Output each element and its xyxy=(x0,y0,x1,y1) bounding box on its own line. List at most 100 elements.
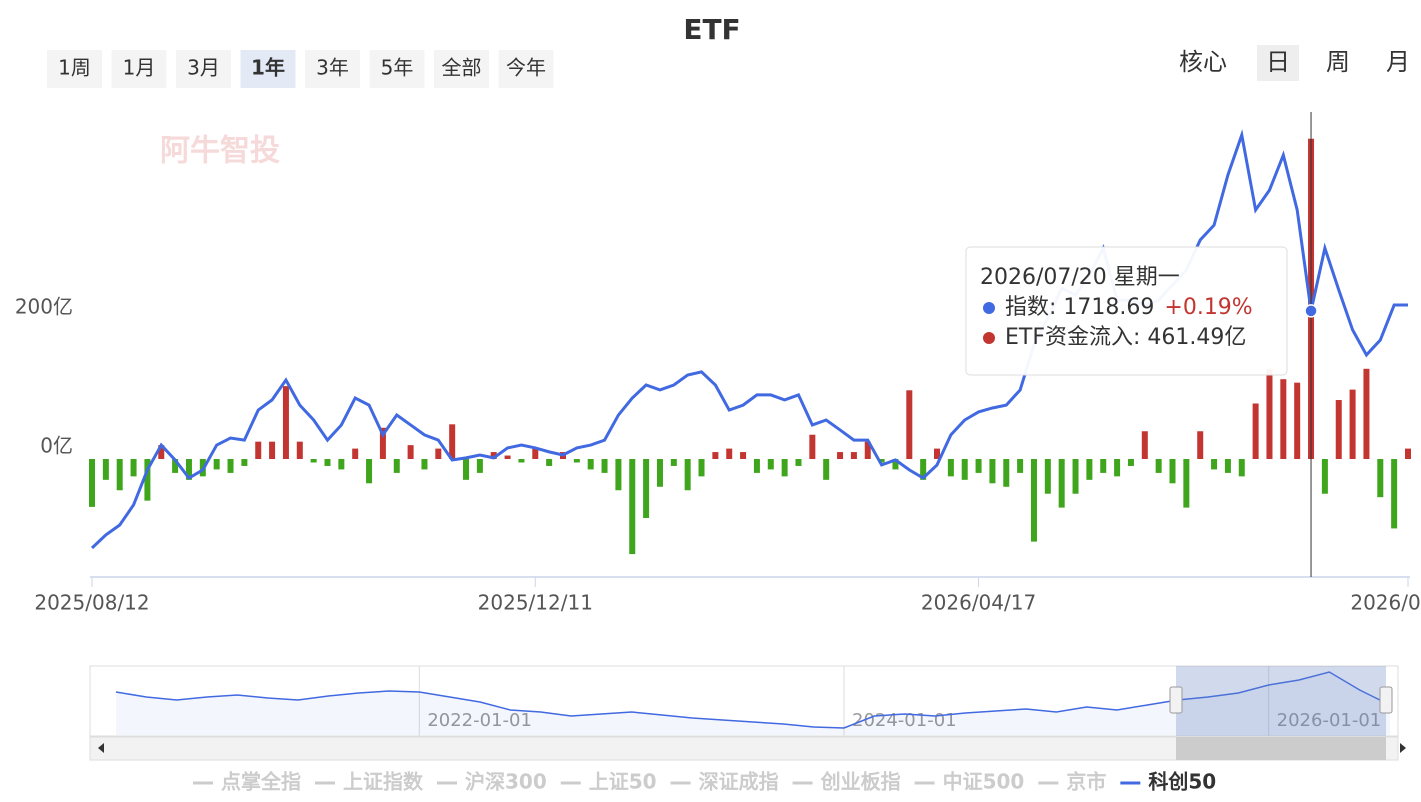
flow-bar xyxy=(546,459,553,466)
flow-bar xyxy=(1044,459,1051,494)
range-button[interactable] xyxy=(434,50,489,88)
range-button[interactable] xyxy=(176,50,231,88)
legend-label[interactable]: 科创50 xyxy=(1148,770,1216,794)
flow-bar xyxy=(1141,431,1148,460)
range-button[interactable] xyxy=(498,50,554,88)
flow-bar xyxy=(185,459,192,480)
flow-bar xyxy=(213,459,220,470)
overview-label: 2022-01-01 xyxy=(427,710,532,731)
flow-bar xyxy=(1003,459,1010,487)
range-button[interactable] xyxy=(240,50,296,88)
scrollbar-thumb[interactable] xyxy=(1176,737,1386,760)
flow-bar xyxy=(532,448,539,460)
flow-bar xyxy=(698,459,705,477)
flow-bar xyxy=(1030,459,1037,542)
range-button-label[interactable]: 1月 xyxy=(123,56,156,80)
tooltip-label: 指数: xyxy=(1005,295,1063,320)
flow-bar xyxy=(1058,459,1065,508)
flow-bar xyxy=(573,459,580,463)
flow-bar xyxy=(670,459,677,466)
flow-bar xyxy=(643,459,650,519)
flow-bar xyxy=(1114,459,1121,477)
flow-bar xyxy=(1349,389,1356,460)
legend-label[interactable]: 中证500 xyxy=(943,770,1025,794)
flow-bar xyxy=(1294,382,1301,460)
range-button-label[interactable]: 今年 xyxy=(506,56,546,80)
period-button-label[interactable]: 日 xyxy=(1266,48,1290,76)
period-button-label[interactable]: 核心 xyxy=(1179,48,1227,76)
flow-bar xyxy=(393,459,400,473)
period-button-label[interactable]: 月 xyxy=(1386,48,1410,76)
flow-bar xyxy=(934,448,941,460)
flow-bar xyxy=(601,459,608,473)
x-tick-label: 2026/04/17 xyxy=(921,591,1036,615)
chart-title: ETF xyxy=(683,13,740,46)
range-button-label[interactable]: 3月 xyxy=(187,56,220,80)
tooltip-dot xyxy=(983,302,995,314)
scroll-left[interactable] xyxy=(98,743,104,753)
range-button-label[interactable]: 3年 xyxy=(316,56,349,80)
flow-bar xyxy=(144,459,151,501)
flow-bar xyxy=(864,441,871,460)
range-button-label[interactable]: 1周 xyxy=(58,56,91,80)
flow-bar xyxy=(407,445,414,460)
flow-bar xyxy=(684,459,691,491)
legend-label[interactable]: 京市 xyxy=(1066,770,1106,794)
flow-bar xyxy=(615,459,622,491)
flow-bar xyxy=(1169,459,1176,484)
range-button[interactable] xyxy=(305,50,360,88)
range-button[interactable] xyxy=(369,50,425,88)
tooltip-label: ETF资金流入: xyxy=(1005,325,1147,350)
period-button[interactable] xyxy=(1257,45,1299,81)
period-button-label[interactable]: 周 xyxy=(1326,48,1350,76)
flow-bar xyxy=(255,441,262,460)
flow-bar xyxy=(130,459,137,477)
flow-bar xyxy=(809,434,816,460)
tooltip-value: 1718.69 xyxy=(1063,295,1154,320)
scrollbar-track xyxy=(89,736,1399,761)
flow-bar xyxy=(1252,403,1259,460)
flow-bar xyxy=(102,459,109,480)
legend-label[interactable]: 沪深300 xyxy=(465,770,547,794)
hover-point xyxy=(1304,304,1318,318)
scroll-right[interactable] xyxy=(1400,743,1406,753)
flow-bar xyxy=(269,441,276,460)
y-tick-label: 0亿 xyxy=(40,434,73,458)
legend-label[interactable]: 点掌全指 xyxy=(221,770,301,794)
range-button-label[interactable]: 5年 xyxy=(381,56,414,80)
overview-handle[interactable] xyxy=(1379,686,1393,714)
flow-bar xyxy=(1335,400,1342,460)
legend-label[interactable]: 深证成指 xyxy=(699,770,779,794)
range-button-label[interactable]: 1年 xyxy=(251,56,285,80)
tooltip-row: ETF资金流入: 461.49亿 xyxy=(1005,325,1246,350)
flow-bar xyxy=(892,459,899,470)
flow-bar xyxy=(1391,459,1398,529)
flow-bar xyxy=(1211,459,1218,470)
legend-label[interactable]: 创业板指 xyxy=(820,770,901,794)
overview-handle[interactable] xyxy=(1169,686,1183,714)
flow-bar xyxy=(975,459,982,473)
flow-bar xyxy=(89,459,95,507)
flow-bar xyxy=(726,448,733,460)
tooltip-row: 指数: 1718.69 +0.19% xyxy=(1005,295,1253,320)
flow-bar xyxy=(878,459,885,463)
flow-bar xyxy=(518,459,525,463)
legend-label[interactable]: 上证指数 xyxy=(343,770,424,794)
flow-bar xyxy=(740,452,747,460)
tooltip-change: +0.19% xyxy=(1164,295,1252,320)
flow-bar xyxy=(282,386,289,460)
x-tick-label: 2026/08/12 xyxy=(1350,591,1421,615)
range-button-label[interactable]: 全部 xyxy=(442,56,482,80)
flow-bar xyxy=(1377,459,1384,498)
flow-bar xyxy=(352,448,359,460)
flow-bar xyxy=(795,459,802,466)
range-button[interactable] xyxy=(111,50,167,88)
flow-bar xyxy=(753,459,760,473)
legend-label[interactable]: 上证50 xyxy=(589,770,657,794)
flow-bar xyxy=(656,459,663,487)
overview-selection[interactable] xyxy=(1176,666,1386,736)
range-button[interactable] xyxy=(47,50,102,88)
flow-bar xyxy=(324,459,331,466)
flow-bar xyxy=(1017,459,1024,473)
flow-bar xyxy=(920,459,927,480)
